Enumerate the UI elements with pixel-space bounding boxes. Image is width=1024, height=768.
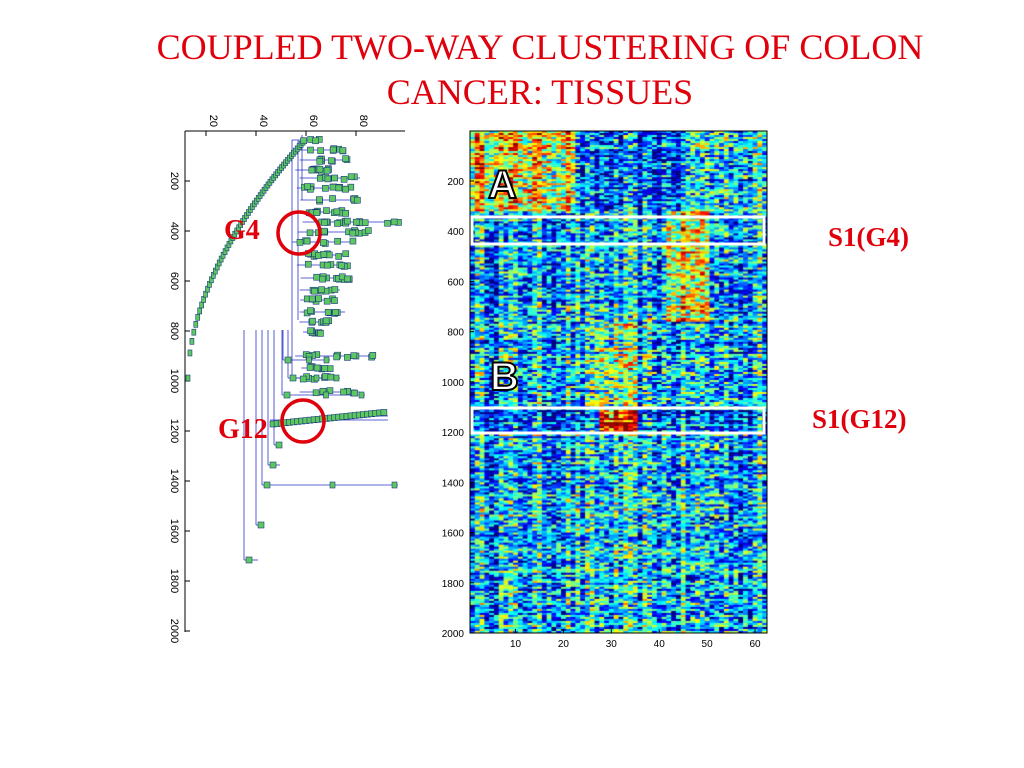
dendro-x-tick: 40 <box>257 115 269 127</box>
panel-label-b: B <box>489 354 520 400</box>
dendrogram-nodes <box>185 136 402 564</box>
s1-g12-label: S1(G12) <box>812 404 907 434</box>
dendro-x-tick: 80 <box>357 115 369 127</box>
dendro-y-tick: 1800 <box>168 569 180 593</box>
cluster-circles <box>276 210 326 444</box>
dendro-x-tick: 20 <box>207 115 219 127</box>
dendro-y-tick: 2000 <box>168 619 180 643</box>
s1-g4-label: S1(G4) <box>828 222 909 252</box>
dendro-y-tick: 200 <box>168 172 180 190</box>
g12-label: G12 <box>218 414 268 445</box>
g4-label: G4 <box>224 215 260 246</box>
g12-circle <box>280 398 326 444</box>
title-line-2: CANCER: TISSUES <box>386 72 694 112</box>
dendro-y-tick: 1600 <box>168 519 180 543</box>
panel-label-a: A <box>487 162 518 208</box>
dendro-y-tick: 1200 <box>168 419 180 443</box>
g4-circle <box>276 210 322 256</box>
dendro-y-tick: 800 <box>168 322 180 340</box>
title-line-1: COUPLED TWO-WAY CLUSTERING OF COLON <box>156 27 924 67</box>
dendro-y-tick: 400 <box>168 222 180 240</box>
dendro-y-tick: 1400 <box>168 469 180 493</box>
dendro-y-tick: 1000 <box>168 369 180 393</box>
dendro-y-tick: 600 <box>168 272 180 290</box>
dendrogram-axes: 20 40 60 80 200 400 600 800 1000 1200 1400 1600 1800… <box>168 115 405 643</box>
dendro-x-tick: 60 <box>307 115 319 127</box>
